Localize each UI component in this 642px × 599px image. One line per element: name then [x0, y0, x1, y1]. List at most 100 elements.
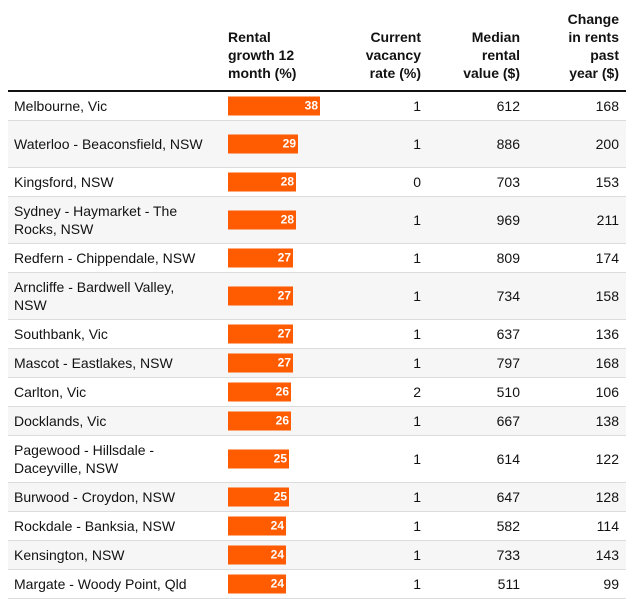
vacancy-rate: 1	[413, 355, 421, 371]
growth-value: 29	[282, 136, 296, 151]
rent-change: 136	[595, 326, 619, 342]
table-row: Arncliffe - Bardwell Valley, NSW 27 1 734 15…	[8, 273, 626, 320]
table-row: Rockdale - Banksia, NSW 24 1 582 114	[8, 512, 626, 541]
vacancy-rate: 1	[413, 489, 421, 505]
rent-change: 106	[595, 384, 619, 400]
area-name: Redfern - Chippendale, NSW	[14, 250, 196, 266]
area-name: Sydney - Haymarket - The Rocks, NSW	[14, 203, 178, 237]
vacancy-rate: 1	[413, 547, 421, 563]
median-rental: 667	[496, 413, 520, 429]
header-median-rental: Median rental value ($)	[463, 29, 520, 81]
growth-value: 27	[277, 326, 291, 341]
area-name: Rockdale - Banksia, NSW	[14, 518, 176, 534]
area-name: Carlton, Vic	[14, 384, 87, 400]
rent-change: 122	[595, 451, 619, 467]
growth-bar: 24	[228, 545, 286, 565]
rent-change: 99	[603, 576, 619, 592]
area-name: Pagewood - Hillsdale - Daceyville, NSW	[14, 442, 155, 476]
vacancy-rate: 1	[413, 413, 421, 429]
table-row: Sydney - Haymarket - The Rocks, NSW 28 1 96…	[8, 197, 626, 244]
header-change-in-rents: Change in rents past year ($)	[567, 11, 619, 81]
area-name: Burwood - Croydon, NSW	[14, 489, 176, 505]
table-row: Docklands, Vic 26 1 667 138	[8, 407, 626, 436]
rent-change: 168	[595, 355, 619, 371]
area-name: Kingsford, NSW	[14, 174, 114, 190]
rent-change: 128	[595, 489, 619, 505]
rent-change: 138	[595, 413, 619, 429]
median-rental: 733	[496, 547, 520, 563]
growth-value: 25	[273, 451, 287, 466]
median-rental: 647	[496, 489, 520, 505]
median-rental: 637	[496, 326, 520, 342]
rent-change: 211	[596, 212, 619, 228]
growth-value: 26	[275, 384, 289, 399]
vacancy-rate: 2	[413, 384, 421, 400]
rent-change: 153	[595, 174, 619, 190]
growth-bar: 38	[228, 96, 320, 116]
median-rental: 582	[496, 518, 520, 534]
table-row: Kingsford, NSW 28 0 703 153	[8, 168, 626, 197]
vacancy-rate: 1	[413, 212, 421, 228]
rent-change: 174	[595, 250, 619, 266]
growth-bar: 28	[228, 210, 296, 230]
median-rental: 612	[496, 98, 520, 114]
area-name: Arncliffe - Bardwell Valley, NSW	[14, 279, 175, 313]
median-rental: 511	[497, 576, 520, 592]
area-name: Mascot - Eastlakes, NSW	[14, 355, 173, 371]
header-rental-growth: Rental growth 12 month (%)	[228, 29, 297, 81]
growth-value: 24	[270, 576, 284, 591]
rent-change: 143	[595, 547, 619, 563]
growth-value: 24	[270, 547, 284, 562]
median-rental: 734	[496, 288, 520, 304]
growth-bar: 25	[228, 487, 289, 507]
table-header: Rental growth 12 month (%) Current vacan…	[8, 0, 626, 92]
vacancy-rate: 1	[413, 288, 421, 304]
growth-bar: 27	[228, 248, 293, 268]
median-rental: 809	[496, 250, 520, 266]
growth-bar: 26	[228, 411, 291, 431]
growth-value: 28	[280, 212, 294, 227]
vacancy-rate: 1	[413, 98, 421, 114]
growth-bar: 24	[228, 516, 286, 536]
growth-value: 27	[277, 250, 291, 265]
vacancy-rate: 1	[413, 326, 421, 342]
median-rental: 703	[496, 174, 520, 190]
growth-value: 28	[280, 174, 294, 189]
growth-bar: 27	[228, 324, 293, 344]
vacancy-rate: 0	[413, 174, 421, 190]
growth-value: 27	[277, 288, 291, 303]
median-rental: 797	[496, 355, 520, 371]
area-name: Melbourne, Vic	[14, 98, 108, 114]
vacancy-rate: 1	[413, 451, 421, 467]
growth-bar: 26	[228, 382, 291, 402]
table-row: Carlton, Vic 26 2 510 106	[8, 378, 626, 407]
table-row: Mascot - Eastlakes, NSW 27 1 797 168	[8, 349, 626, 378]
vacancy-rate: 1	[413, 250, 421, 266]
table-row: Waterloo - Beaconsfield, NSW 29 1 886 200	[8, 121, 626, 168]
growth-bar: 27	[228, 353, 293, 373]
area-name: Waterloo - Beaconsfield, NSW	[14, 136, 203, 152]
rent-change: 168	[595, 98, 619, 114]
growth-value: 26	[275, 413, 289, 428]
growth-bar: 27	[228, 286, 293, 306]
growth-bar: 25	[228, 449, 289, 469]
vacancy-rate: 1	[413, 518, 421, 534]
growth-value: 38	[304, 98, 318, 113]
table-row: Melbourne, Vic 38 1 612 168	[8, 92, 626, 121]
growth-bar: 29	[228, 134, 298, 154]
area-name: Kensington, NSW	[14, 547, 125, 563]
median-rental: 614	[496, 451, 520, 467]
rent-change: 200	[595, 136, 619, 152]
growth-value: 25	[273, 489, 287, 504]
rent-change: 158	[595, 288, 619, 304]
table-body: Melbourne, Vic 38 1 612 168 Waterloo - Beacon…	[8, 92, 626, 599]
vacancy-rate: 1	[413, 136, 421, 152]
growth-bar: 24	[228, 574, 286, 594]
vacancy-rate: 1	[413, 576, 421, 592]
table-row: Burwood - Croydon, NSW 25 1 647 128	[8, 483, 626, 512]
table-row: Redfern - Chippendale, NSW 27 1 809 174	[8, 244, 626, 273]
table-row: Southbank, Vic 27 1 637 136	[8, 320, 626, 349]
median-rental: 969	[496, 212, 520, 228]
area-name: Southbank, Vic	[14, 326, 108, 342]
growth-value: 24	[270, 518, 284, 533]
